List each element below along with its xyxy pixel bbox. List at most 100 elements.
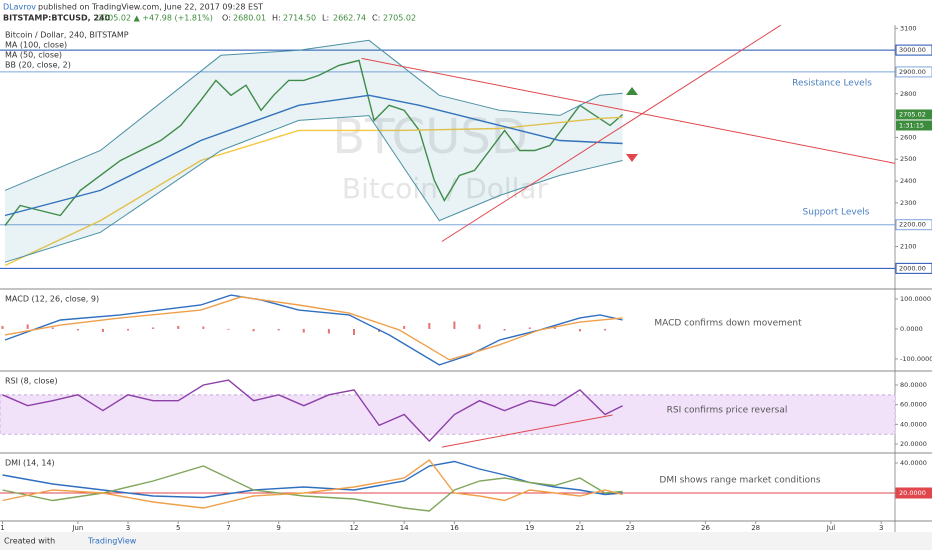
histogram-bar: [403, 325, 406, 329]
annotation: Support Levels: [803, 208, 870, 218]
histogram-bar: [478, 324, 481, 329]
pane-title: RSI (8, close): [5, 377, 58, 386]
ohlc-key: L:: [322, 14, 329, 23]
annotation: MACD confirms down movement: [654, 319, 802, 329]
last-price-label: 2705.02: [899, 110, 926, 118]
series-line: [2, 465, 623, 512]
y-tick-label: 40.0000: [900, 459, 927, 467]
pane-title: MACD (12, 26, close, 9): [5, 295, 99, 304]
watermark: BTCUSD: [332, 109, 528, 165]
y-tick-label: 2800: [900, 90, 917, 98]
x-tick-label: 16: [450, 524, 459, 532]
last-price-box: [896, 109, 932, 120]
ohlc: O: 2680.01 H: 2714.50 L: 2662.74 C: 2705.02: [222, 14, 416, 23]
histogram-bar: [428, 322, 431, 329]
x-tick-label: 21: [575, 524, 584, 532]
histogram-bar: [177, 325, 180, 329]
annotation: Resistance Levels: [792, 79, 872, 89]
annotation: DMI shows range market conditions: [659, 476, 820, 486]
ohlc-key: C:: [372, 14, 380, 23]
y-tick-label: 2600: [900, 133, 917, 141]
series-line: [4, 294, 623, 366]
histogram-bar: [352, 328, 355, 335]
y-tick-label: 3100: [900, 24, 917, 32]
x-tick-label: 3: [126, 524, 130, 532]
histogram-bar: [227, 328, 230, 330]
y-tick-label: 100.0000: [900, 295, 931, 303]
ohlc-value: 2714.50: [283, 14, 316, 23]
annotation: RSI confirms price reversal: [667, 406, 788, 416]
plot: 2100 2300 2400 2500 2600 2800 3100 3000.00 2900.…: [0, 24, 932, 532]
histogram-bar: [76, 328, 79, 331]
series-line: [4, 296, 623, 361]
histogram-bar: [1, 325, 4, 329]
series-line: [4, 94, 623, 217]
footer: Created with: [4, 537, 55, 546]
author[interactable]: DLavrov: [3, 3, 36, 12]
band-line: [4, 115, 623, 263]
footer-link[interactable]: TradingView: [87, 537, 137, 546]
histogram-bar: [26, 324, 29, 329]
x-tick-label: 19: [525, 524, 534, 532]
level-label: 3000.00: [899, 46, 926, 54]
histogram-bar: [277, 328, 280, 331]
histogram-bar: [252, 328, 255, 332]
y-tick-label: 2500: [900, 155, 917, 163]
band: [0, 394, 896, 435]
x-tick-label: 12: [350, 524, 359, 532]
trendline: [441, 24, 782, 242]
legend-item: MA (50, close): [5, 51, 62, 60]
band-line: [4, 39, 623, 191]
pane-title: DMI (14, 14): [5, 459, 55, 468]
trendline: [441, 414, 613, 448]
level-label-box: [895, 262, 932, 274]
x-tick-label: 5: [176, 524, 180, 532]
histogram-bar: [503, 328, 506, 331]
histogram-bar: [202, 326, 205, 329]
x-tick-label: 7: [226, 524, 230, 532]
x-tick-label: 14: [400, 524, 409, 532]
histogram-bar: [101, 328, 104, 332]
y-tick-label: 2100: [900, 243, 917, 251]
y-tick-label: 80.0000: [900, 381, 927, 389]
legend: Bitcoin / Dollar, 240, BITSTAMP MA (100,…: [5, 31, 129, 468]
x-tick-label: 28: [751, 524, 760, 532]
histogram-bar: [327, 328, 330, 334]
series-line: [2, 379, 623, 443]
level-label-box: [895, 66, 932, 78]
published: published on TradingView.com, June 22, 2…: [38, 3, 263, 12]
up-arrow: [626, 87, 638, 95]
legend-item: BB (20, close, 2): [5, 61, 71, 70]
level-label: 2000.00: [899, 264, 926, 272]
histogram-bar: [578, 328, 581, 332]
y-tick-label: -100.0000: [900, 355, 932, 363]
y-tick-label: 2300: [900, 199, 917, 207]
band-fill: [5, 40, 623, 263]
x-tick-label: Jul: [826, 524, 836, 532]
level-label-box: [895, 219, 932, 231]
down-arrow: [626, 154, 638, 162]
header: DLavrov published on TradingView.com, Ju…: [3, 3, 416, 23]
x-tick-label: 9: [276, 524, 280, 532]
histogram-bar: [51, 327, 54, 329]
series-line: [2, 459, 623, 509]
series-line: [2, 460, 623, 499]
quote: 2705.02 ▲ +47.98 (+1.81%): [98, 14, 213, 23]
y-tick-label: 20.0000: [900, 440, 927, 448]
histogram-bar: [152, 327, 155, 329]
ohlc-value: 2680.01: [233, 14, 266, 23]
x-tick-label: 23: [626, 524, 635, 532]
x-tick-label: 3: [879, 524, 883, 532]
level-label-box: [895, 487, 932, 499]
x-tick-label: Jun: [71, 524, 83, 532]
y-tick-label: 60.0000: [900, 401, 927, 409]
series-line: [4, 116, 623, 267]
y-tick-label: 40.0000: [900, 420, 927, 428]
ohlc-key: H:: [272, 14, 281, 23]
histogram-bar: [453, 321, 456, 329]
footer-bar: [0, 532, 932, 550]
legend-item: Bitcoin / Dollar, 240, BITSTAMP: [5, 31, 129, 40]
ohlc-value: 2705.02: [383, 14, 416, 23]
